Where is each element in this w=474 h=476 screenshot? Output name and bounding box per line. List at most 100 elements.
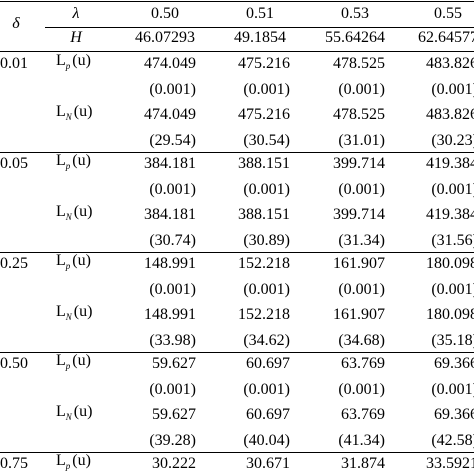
label-arg: (u) bbox=[72, 52, 91, 69]
cell-value: 59.627 bbox=[152, 355, 196, 372]
cell-value: (31.01) bbox=[338, 131, 385, 149]
label-main: L bbox=[56, 52, 66, 69]
delta-value: 0.75 bbox=[0, 455, 28, 472]
cell-value: 33.5921 bbox=[426, 455, 474, 472]
lambda-header: λ bbox=[72, 5, 80, 22]
cell-value: 483.826 bbox=[426, 106, 474, 123]
cell-value: (39.28) bbox=[149, 431, 196, 449]
cell-value: (29.54) bbox=[149, 131, 196, 149]
cell-value: (0.001) bbox=[338, 180, 385, 198]
label-main: L bbox=[56, 103, 66, 120]
cell-value: 152.218 bbox=[238, 255, 290, 272]
rule-line bbox=[45, 27, 474, 28]
label-main: L bbox=[56, 152, 66, 169]
row-label: LN (u) bbox=[56, 303, 93, 322]
cell-value: (0.001) bbox=[431, 180, 474, 198]
cell-value: 60.697 bbox=[246, 406, 290, 423]
label-main: L bbox=[56, 252, 66, 269]
h-value: 55.64264 bbox=[325, 29, 385, 46]
cell-value: 59.627 bbox=[152, 406, 196, 423]
cell-value: (0.001) bbox=[243, 280, 290, 298]
label-main: L bbox=[56, 452, 66, 469]
cell-value: 30.222 bbox=[152, 455, 196, 472]
cell-value: 63.769 bbox=[341, 406, 385, 423]
label-main: L bbox=[56, 203, 66, 220]
cell-value: 180.098 bbox=[426, 306, 474, 323]
delta-value: 0.25 bbox=[0, 255, 28, 272]
cell-value: (0.001) bbox=[243, 80, 290, 98]
cell-value: 152.218 bbox=[238, 306, 290, 323]
cell-value: (30.54) bbox=[243, 131, 290, 149]
cell-value: (0.001) bbox=[431, 80, 474, 98]
label-main: L bbox=[56, 303, 66, 320]
cell-value: 478.525 bbox=[333, 106, 385, 123]
label-arg: (u) bbox=[72, 352, 91, 369]
cell-value: (30.23) bbox=[431, 131, 474, 149]
delta-value: 0.05 bbox=[0, 155, 28, 172]
rule-line bbox=[0, 252, 474, 253]
cell-value: (34.62) bbox=[243, 331, 290, 349]
cell-value: (0.001) bbox=[243, 180, 290, 198]
cell-value: (0.001) bbox=[149, 280, 196, 298]
label-sub: p bbox=[65, 61, 71, 71]
label-sub: N bbox=[65, 412, 72, 422]
lambda-value: 0.51 bbox=[246, 5, 274, 22]
h-value: 49.1854 bbox=[234, 29, 286, 46]
cell-value: 474.049 bbox=[144, 55, 196, 72]
cell-value: (31.34) bbox=[338, 231, 385, 249]
rule-line bbox=[0, 152, 474, 153]
cell-value: 399.714 bbox=[333, 155, 385, 172]
label-sub: N bbox=[65, 212, 72, 222]
delta-value: 0.50 bbox=[0, 355, 28, 372]
cell-value: 399.714 bbox=[333, 206, 385, 223]
cell-value: (0.001) bbox=[149, 80, 196, 98]
cell-value: 388.151 bbox=[238, 155, 290, 172]
cell-value: (35.18) bbox=[431, 331, 474, 349]
label-arg: (u) bbox=[72, 252, 91, 269]
cell-value: (0.001) bbox=[338, 280, 385, 298]
cell-value: 161.907 bbox=[333, 306, 385, 323]
cell-value: 419.384 bbox=[426, 206, 474, 223]
cell-value: 419.384 bbox=[426, 155, 474, 172]
cell-value: 475.216 bbox=[238, 106, 290, 123]
cell-value: (0.001) bbox=[149, 380, 196, 398]
rule-line bbox=[0, 1, 474, 2]
cell-value: 478.525 bbox=[333, 55, 385, 72]
cell-value: 60.697 bbox=[246, 355, 290, 372]
cell-value: (30.89) bbox=[243, 231, 290, 249]
label-arg: (u) bbox=[73, 403, 93, 420]
label-main: L bbox=[56, 403, 66, 420]
row-label: Lp (u) bbox=[56, 352, 91, 371]
label-arg: (u) bbox=[73, 203, 93, 220]
cell-value: 69.366 bbox=[434, 355, 474, 372]
label-arg: (u) bbox=[72, 452, 91, 469]
label-sub: p bbox=[65, 261, 71, 271]
row-label: Lp (u) bbox=[56, 152, 91, 171]
rule-line bbox=[0, 452, 474, 453]
row-label: Lp (u) bbox=[56, 252, 91, 271]
lambda-value: 0.55 bbox=[434, 5, 462, 22]
label-arg: (u) bbox=[72, 152, 91, 169]
cell-value: 384.181 bbox=[144, 155, 196, 172]
cell-value: (0.001) bbox=[338, 80, 385, 98]
cell-value: 30.671 bbox=[246, 455, 290, 472]
label-main: L bbox=[56, 352, 66, 369]
cell-value: 475.216 bbox=[238, 55, 290, 72]
cell-value: (41.34) bbox=[338, 431, 385, 449]
cell-value: 148.991 bbox=[144, 255, 196, 272]
cell-value: 483.826 bbox=[426, 55, 474, 72]
cell-value: 388.151 bbox=[238, 206, 290, 223]
cell-value: 474.049 bbox=[144, 106, 196, 123]
label-sub: N bbox=[65, 112, 72, 122]
cell-value: 384.181 bbox=[144, 206, 196, 223]
row-label: LN (u) bbox=[56, 203, 93, 222]
delta-value: 0.01 bbox=[0, 55, 28, 72]
label-arg: (u) bbox=[73, 303, 93, 320]
cell-value: (40.04) bbox=[243, 431, 290, 449]
cell-value: 69.366 bbox=[434, 406, 474, 423]
cell-value: (33.98) bbox=[149, 331, 196, 349]
cell-value: (31.56) bbox=[431, 231, 474, 249]
cell-value: (0.001) bbox=[149, 180, 196, 198]
cell-value: 161.907 bbox=[333, 255, 385, 272]
